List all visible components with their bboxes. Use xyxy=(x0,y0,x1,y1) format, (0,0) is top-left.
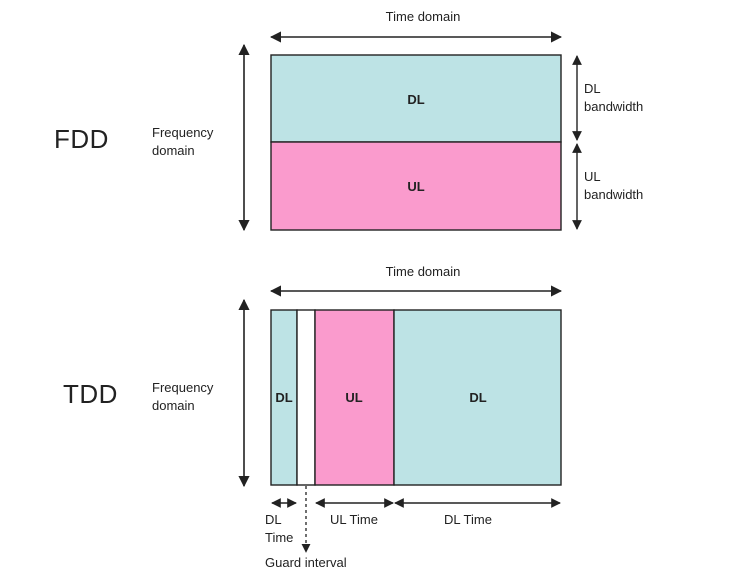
fdd-dl-block-label: DL xyxy=(407,92,424,107)
fdd-section: Time domain DL UL xyxy=(238,9,582,232)
tdd-section: Time domain DL UL DL UL Time DL Time Gua… xyxy=(238,264,563,570)
tdd-ul-block-label: UL xyxy=(345,390,362,405)
tdd-dl-time-label: DL Time xyxy=(265,512,294,545)
tdd-ul-time-label: UL Time xyxy=(330,512,378,527)
tdd-ul-block xyxy=(314,309,395,486)
fdd-frequency-domain-label: Frequency domain xyxy=(152,125,214,158)
tdd-guard-interval-label: Guard interval xyxy=(265,555,347,570)
fdd-time-domain-label: Time domain xyxy=(386,9,461,24)
fdd-ul-block-label: UL xyxy=(407,179,424,194)
fdd-mode-label: FDD xyxy=(54,124,109,154)
tdd-dl-time-2-label: DL Time xyxy=(444,512,492,527)
fdd-ul-block xyxy=(270,141,562,231)
fdd-ul-bandwidth-label: UL bandwidth xyxy=(584,169,644,202)
tdd-dl-block-2 xyxy=(393,309,562,486)
tdd-mode-label: TDD xyxy=(63,379,118,409)
tdd-time-domain-label: Time domain xyxy=(386,264,461,279)
tdd-frequency-domain-label: Frequency domain xyxy=(152,380,214,413)
fdd-dl-bandwidth-label: DL bandwidth xyxy=(584,81,644,114)
tdd-guard-block xyxy=(296,309,316,486)
tdd-dl-block-1-label: DL xyxy=(275,390,292,405)
tdd-dl-block-2-label: DL xyxy=(469,390,486,405)
